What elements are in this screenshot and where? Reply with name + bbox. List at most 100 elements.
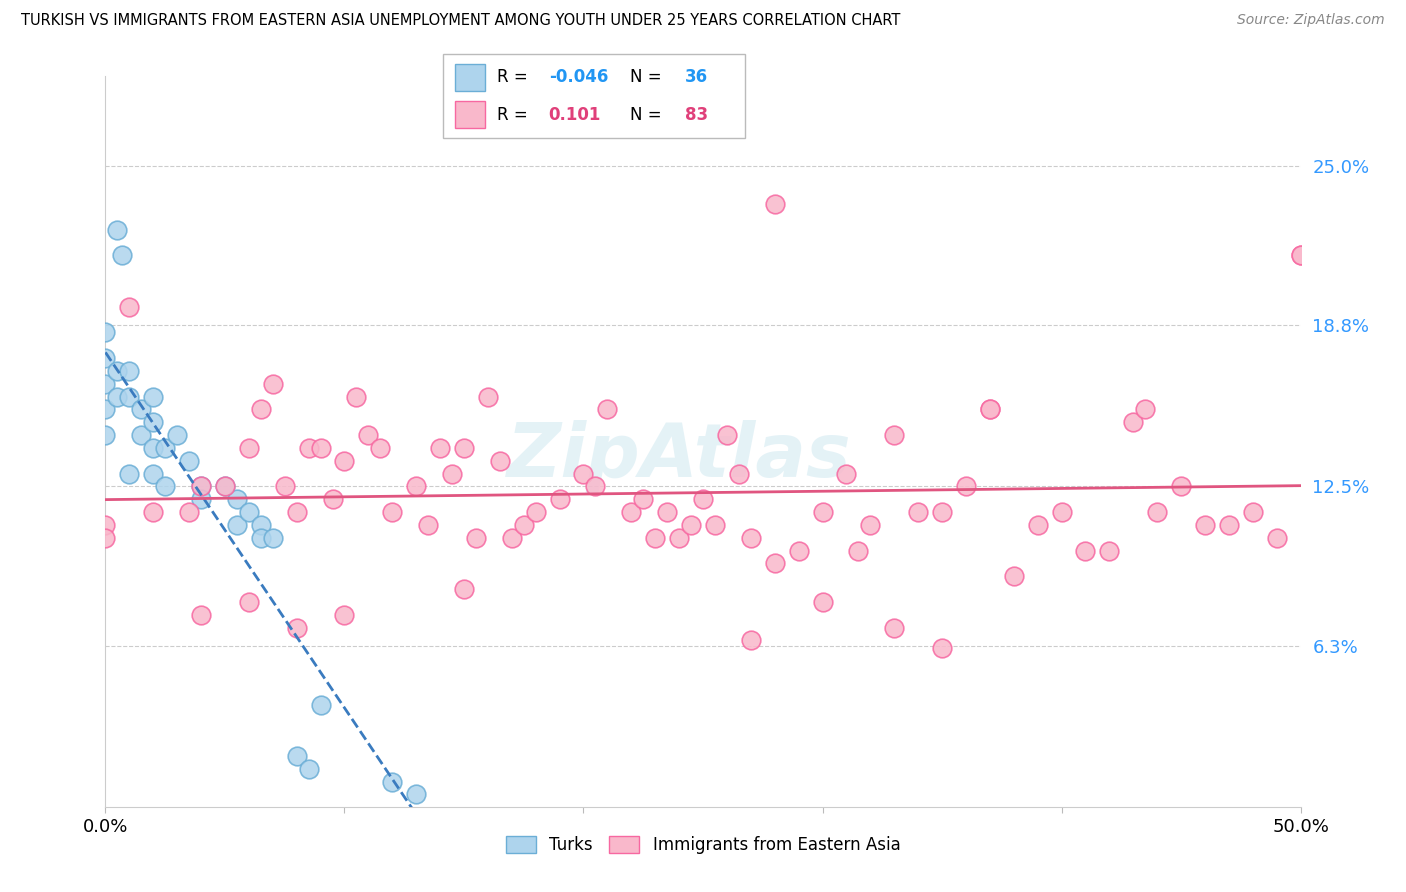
Point <box>1026 518 1049 533</box>
Point <box>835 467 858 481</box>
Point <box>728 467 751 481</box>
Point <box>298 762 321 776</box>
Point <box>250 531 273 545</box>
Point <box>453 582 475 596</box>
Text: N =: N = <box>630 69 668 87</box>
Point <box>214 479 236 493</box>
Point <box>955 479 977 493</box>
Point <box>142 505 165 519</box>
Point <box>107 390 129 404</box>
Point <box>1194 518 1216 533</box>
Point <box>883 428 905 442</box>
Point <box>129 402 153 417</box>
Text: 36: 36 <box>685 69 707 87</box>
Point <box>94 326 117 340</box>
Point <box>811 505 834 519</box>
Bar <box>456 101 485 128</box>
Point <box>142 415 165 429</box>
Point <box>763 557 786 571</box>
Point <box>190 479 212 493</box>
Point <box>142 441 165 455</box>
Point <box>107 364 129 378</box>
Point <box>225 518 249 533</box>
Point <box>368 441 391 455</box>
Point <box>262 376 284 391</box>
Point <box>238 595 260 609</box>
Point <box>464 531 488 545</box>
Point <box>811 595 834 609</box>
Point <box>453 441 475 455</box>
Point <box>489 454 512 468</box>
Point <box>346 390 368 404</box>
Point <box>572 467 595 481</box>
Point <box>644 531 666 545</box>
Point <box>907 505 929 519</box>
Point <box>440 467 463 481</box>
Point <box>94 518 117 533</box>
Point <box>979 402 1001 417</box>
Text: ZipAtlas: ZipAtlas <box>506 419 852 492</box>
Point <box>501 531 523 545</box>
Point <box>1122 415 1144 429</box>
Point <box>633 492 655 507</box>
Text: -0.046: -0.046 <box>548 69 607 87</box>
Point <box>859 518 882 533</box>
Point <box>166 428 188 442</box>
Text: Source: ZipAtlas.com: Source: ZipAtlas.com <box>1237 13 1385 28</box>
Point <box>846 543 869 558</box>
Point <box>787 543 810 558</box>
Point <box>190 492 212 507</box>
Point <box>309 441 332 455</box>
Point <box>333 454 356 468</box>
Point <box>94 351 117 365</box>
Point <box>1074 543 1097 558</box>
Point <box>214 479 236 493</box>
Point <box>142 467 165 481</box>
Point <box>704 518 727 533</box>
Text: R =: R = <box>498 105 533 123</box>
Point <box>153 441 177 455</box>
Point <box>118 390 141 404</box>
Point <box>142 390 165 404</box>
Legend: Turks, Immigrants from Eastern Asia: Turks, Immigrants from Eastern Asia <box>499 830 907 861</box>
Point <box>1218 518 1240 533</box>
Point <box>94 428 117 442</box>
Point <box>1265 531 1288 545</box>
Point <box>285 505 308 519</box>
Point <box>1289 248 1312 262</box>
Point <box>883 621 905 635</box>
Point <box>692 492 714 507</box>
Point <box>740 633 762 648</box>
Point <box>94 376 117 391</box>
Point <box>1146 505 1168 519</box>
Point <box>273 479 295 493</box>
Point <box>1241 505 1264 519</box>
Point <box>405 788 427 802</box>
Point <box>250 518 273 533</box>
Point <box>262 531 284 545</box>
Point <box>118 300 141 314</box>
Point <box>129 428 153 442</box>
Point <box>94 531 117 545</box>
FancyBboxPatch shape <box>443 54 745 138</box>
Point <box>1133 402 1156 417</box>
Point <box>740 531 762 545</box>
Point <box>111 248 134 262</box>
Point <box>107 223 129 237</box>
Text: 83: 83 <box>685 105 707 123</box>
Point <box>238 505 260 519</box>
Point <box>1002 569 1025 583</box>
Text: 0.101: 0.101 <box>548 105 602 123</box>
Point <box>357 428 380 442</box>
Text: R =: R = <box>498 69 533 87</box>
Point <box>585 479 607 493</box>
Point <box>596 402 619 417</box>
Text: TURKISH VS IMMIGRANTS FROM EASTERN ASIA UNEMPLOYMENT AMONG YOUTH UNDER 25 YEARS : TURKISH VS IMMIGRANTS FROM EASTERN ASIA … <box>21 13 900 29</box>
Point <box>153 479 177 493</box>
Point <box>1098 543 1121 558</box>
Point <box>418 518 440 533</box>
Point <box>931 641 953 656</box>
Point <box>177 505 201 519</box>
Point <box>477 390 499 404</box>
Point <box>763 197 786 211</box>
